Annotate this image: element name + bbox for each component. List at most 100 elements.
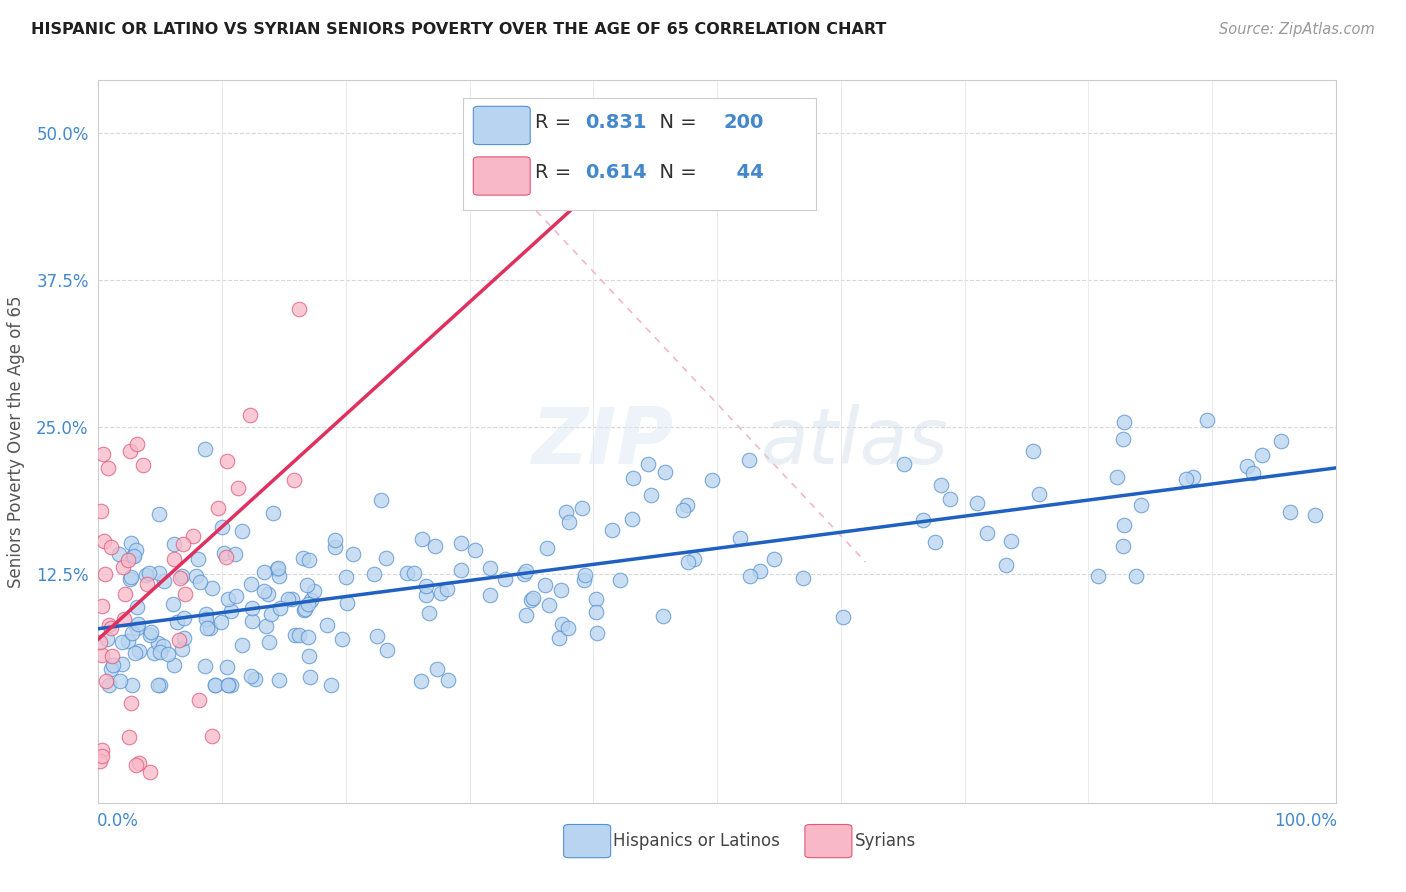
Point [654,466,676,480]
Point [148,507,170,521]
Point [170,641,193,656]
Text: HISPANIC OR LATINO VS SYRIAN SENIORS POVERTY OVER THE AGE OF 65 CORRELATION CHAR: HISPANIC OR LATINO VS SYRIAN SENIORS POV… [31,22,886,37]
Point [262,507,284,521]
Point [215,660,238,674]
Point [315,617,337,632]
Point [217,678,239,692]
Point [120,696,142,710]
Point [121,626,143,640]
Point [748,564,770,578]
Point [370,492,392,507]
Point [125,758,148,772]
Point [204,678,226,692]
Point [409,674,432,689]
Point [209,615,232,629]
Point [217,592,239,607]
Point [243,672,266,686]
Point [91,447,114,461]
Point [574,568,596,582]
Point [538,598,561,612]
Point [976,525,998,540]
Point [108,673,131,688]
Point [479,589,502,603]
Point [294,603,316,617]
Point [437,673,460,687]
Text: N =: N = [647,112,703,132]
Point [111,635,134,649]
Point [194,658,217,673]
Point [363,566,385,581]
Point [219,678,242,692]
Point [672,503,695,517]
Point [114,587,136,601]
Point [118,572,141,586]
Point [292,550,315,565]
Text: Source: ZipAtlas.com: Source: ZipAtlas.com [1219,22,1375,37]
Point [89,635,111,649]
Point [139,628,162,642]
Point [117,730,139,744]
Text: R =: R = [536,112,578,132]
Point [98,678,121,692]
Point [298,553,321,567]
Point [132,458,155,472]
Point [288,628,311,642]
Point [418,606,440,620]
Point [740,569,762,583]
Point [127,437,149,451]
Point [97,618,120,632]
Point [281,592,304,607]
Point [415,579,437,593]
Point [201,581,224,595]
Point [585,626,607,640]
Point [536,541,558,555]
Point [138,566,160,581]
Point [100,540,122,554]
Point [520,592,543,607]
Point [652,608,675,623]
Point [931,478,953,492]
Point [585,592,607,607]
Point [225,589,247,603]
Point [1251,448,1274,462]
Point [298,648,321,663]
Point [700,473,723,487]
Point [299,670,322,684]
Point [184,569,207,583]
Point [1105,469,1128,483]
Point [111,657,134,671]
Point [91,648,114,662]
Point [124,549,146,563]
Point [163,537,186,551]
Point [436,582,458,596]
Point [117,633,139,648]
Point [90,743,112,757]
Point [574,574,596,588]
Point [1197,413,1219,427]
Point [108,547,131,561]
Point [194,607,217,622]
Point [172,536,194,550]
Point [212,545,235,559]
Text: atlas: atlas [761,403,948,480]
Point [294,601,316,615]
Point [260,607,283,621]
Point [256,587,278,601]
Point [96,674,118,689]
Text: 0.0%: 0.0% [97,813,139,830]
Point [128,756,150,771]
Point [269,600,291,615]
Point [120,570,142,584]
Point [100,621,122,635]
Point [148,635,170,649]
Point [139,765,162,780]
Point [1125,568,1147,582]
Point [181,528,204,542]
Point [125,599,148,614]
Point [547,631,569,645]
Point [1270,434,1292,448]
Point [148,566,170,580]
Point [551,616,574,631]
Point [195,621,218,635]
Point [224,548,246,562]
